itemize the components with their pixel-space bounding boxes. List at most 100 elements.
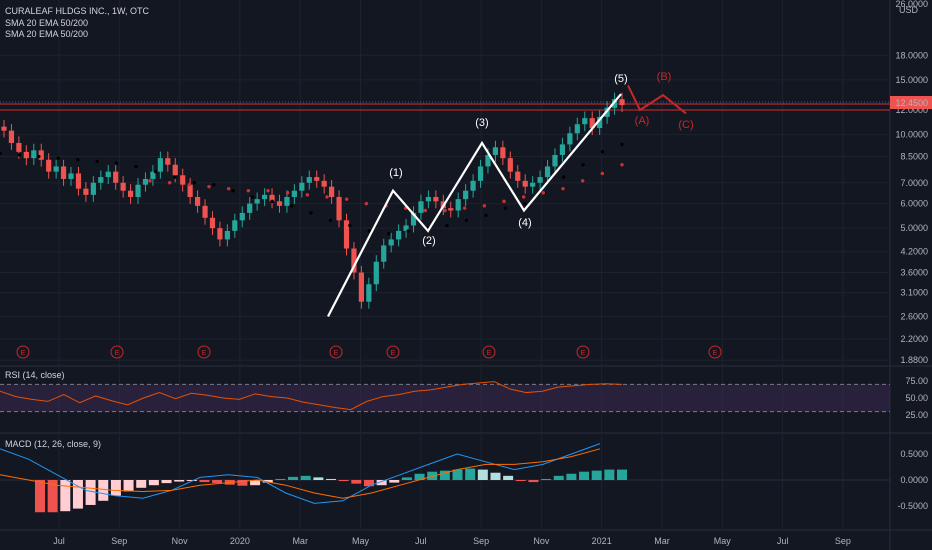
candle-body <box>269 194 275 202</box>
macd-histogram-bar <box>465 468 476 480</box>
macd-histogram-bar <box>363 480 374 487</box>
candle-body <box>329 186 335 197</box>
earnings-marker-label: E <box>202 350 207 357</box>
macd-histogram-bar <box>541 478 552 480</box>
sma20-point <box>523 201 527 206</box>
sma20-point <box>600 150 605 154</box>
sma20-point <box>328 218 333 223</box>
macd-histogram-bar <box>35 480 45 513</box>
macd-histogram-bar <box>186 480 197 482</box>
sma20-point <box>250 195 255 199</box>
macd-histogram-bar <box>515 480 526 482</box>
sma20-point <box>114 161 119 165</box>
candle-body <box>194 196 201 206</box>
earnings-marker <box>576 345 590 359</box>
candle-body <box>388 239 394 246</box>
macd-histogram-bar <box>300 475 311 480</box>
candle-body <box>90 182 96 195</box>
sma20-point <box>153 169 158 174</box>
candle-body <box>284 196 290 206</box>
candle-body <box>98 177 104 183</box>
time-tick-label: Sep <box>473 536 489 546</box>
candle-body <box>120 182 126 191</box>
macd-histogram-bar <box>212 480 223 484</box>
rsi-band <box>0 384 890 412</box>
price-tick-label: 12.0000 <box>895 105 928 115</box>
macd-histogram-bar <box>237 480 248 486</box>
macd-histogram-bar <box>503 475 514 480</box>
earnings-marker-label: E <box>713 350 718 357</box>
candle-body <box>165 158 171 165</box>
time-tick-label: Jul <box>53 536 65 546</box>
price-tick-label: 2.2000 <box>900 334 928 344</box>
macd-histogram-bar <box>250 480 261 486</box>
macd-histogram-bar <box>617 469 627 480</box>
candle-body <box>619 99 625 106</box>
projection-label: (A) <box>635 115 650 127</box>
price-tick-label: 18.0000 <box>895 50 928 60</box>
macd-histogram-bar <box>591 470 602 480</box>
candle-body <box>358 272 364 302</box>
rsi-title: RSI (14, close) <box>5 370 65 380</box>
macd-histogram-bar <box>262 480 273 483</box>
ema50-point <box>364 201 369 206</box>
earnings-marker <box>16 345 30 359</box>
rsi-line <box>0 381 623 411</box>
candle-body <box>544 166 551 178</box>
sma20-point <box>445 223 449 228</box>
macd-histogram-bar <box>85 480 96 505</box>
last-price-label: 12.4500 <box>895 98 928 108</box>
candle-body <box>60 166 67 179</box>
candle-body <box>291 190 297 197</box>
wave-label: (3) <box>475 117 488 129</box>
macd-histogram-bar <box>47 480 58 513</box>
candle-body <box>492 147 499 155</box>
earnings-marker <box>329 345 343 359</box>
candle-body <box>589 118 595 129</box>
macd-histogram-bar <box>427 471 438 480</box>
time-tick-label: Nov <box>172 536 189 546</box>
price-tick-label: 3.6000 <box>900 268 928 278</box>
candle-body <box>224 230 230 240</box>
candle-body <box>1 126 7 131</box>
candle-body <box>247 203 253 213</box>
ema50-point <box>443 208 447 213</box>
sma20-point <box>484 213 488 218</box>
wave-label: (5) <box>614 73 627 85</box>
ema50-point <box>207 184 211 189</box>
price-tick-label: 8.5000 <box>900 152 928 162</box>
macd-histogram-bar <box>477 469 488 480</box>
earnings-marker-label: E <box>581 350 586 357</box>
candle-body <box>537 177 543 183</box>
macd-histogram-bar <box>490 472 501 480</box>
ema50-point <box>344 197 349 201</box>
projection-label: (B) <box>657 71 672 83</box>
candle-body <box>299 182 305 191</box>
candle-body <box>381 245 387 262</box>
candle-body <box>31 150 37 159</box>
candle-body <box>485 154 491 167</box>
price-tick-label: 2.6000 <box>900 311 928 321</box>
candle-body <box>105 171 111 178</box>
candle-body <box>172 164 178 176</box>
ema50-point <box>325 195 329 199</box>
candle-body <box>507 158 513 172</box>
indicator-legend-1: SMA 20 EMA 50/200 <box>5 18 89 28</box>
candle-body <box>135 184 141 197</box>
ema50-point <box>423 208 428 213</box>
ema50-point <box>600 171 605 176</box>
time-tick-label: Mar <box>292 536 308 546</box>
time-tick-label: Jul <box>415 536 427 546</box>
ema50-point <box>482 204 487 208</box>
macd-histogram-bar <box>98 480 109 501</box>
time-tick-label: Mar <box>654 536 670 546</box>
ema50-point <box>521 195 526 199</box>
earnings-marker <box>197 345 211 359</box>
sma20-point <box>406 229 410 233</box>
earnings-marker <box>386 345 400 359</box>
ema50-point <box>502 199 506 204</box>
sma20-point <box>17 153 22 157</box>
macd-histogram-bar <box>414 473 425 480</box>
candle-body <box>276 201 283 206</box>
